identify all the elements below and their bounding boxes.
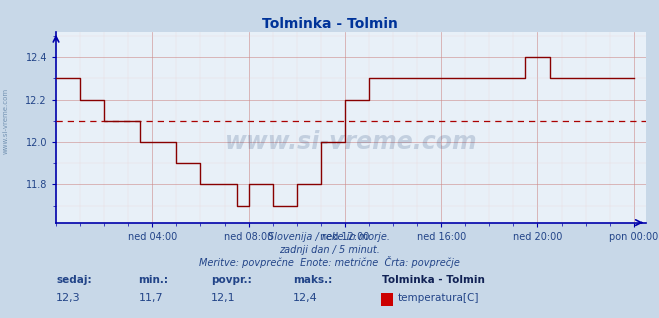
Text: maks.:: maks.:: [293, 275, 333, 285]
Text: min.:: min.:: [138, 275, 169, 285]
Text: povpr.:: povpr.:: [211, 275, 252, 285]
Text: 12,4: 12,4: [293, 293, 318, 302]
Text: 11,7: 11,7: [138, 293, 163, 302]
Text: 12,1: 12,1: [211, 293, 235, 302]
Text: Slovenija / reke in morje.: Slovenija / reke in morje.: [268, 232, 391, 242]
Text: temperatura[C]: temperatura[C]: [398, 293, 480, 302]
Text: Meritve: povprečne  Enote: metrične  Črta: povprečje: Meritve: povprečne Enote: metrične Črta:…: [199, 256, 460, 267]
Text: Tolminka - Tolmin: Tolminka - Tolmin: [262, 17, 397, 31]
Text: sedaj:: sedaj:: [56, 275, 92, 285]
Text: zadnji dan / 5 minut.: zadnji dan / 5 minut.: [279, 245, 380, 255]
Text: 12,3: 12,3: [56, 293, 80, 302]
Text: www.si-vreme.com: www.si-vreme.com: [225, 130, 477, 155]
Text: www.si-vreme.com: www.si-vreme.com: [2, 88, 9, 154]
Text: Tolminka - Tolmin: Tolminka - Tolmin: [382, 275, 485, 285]
